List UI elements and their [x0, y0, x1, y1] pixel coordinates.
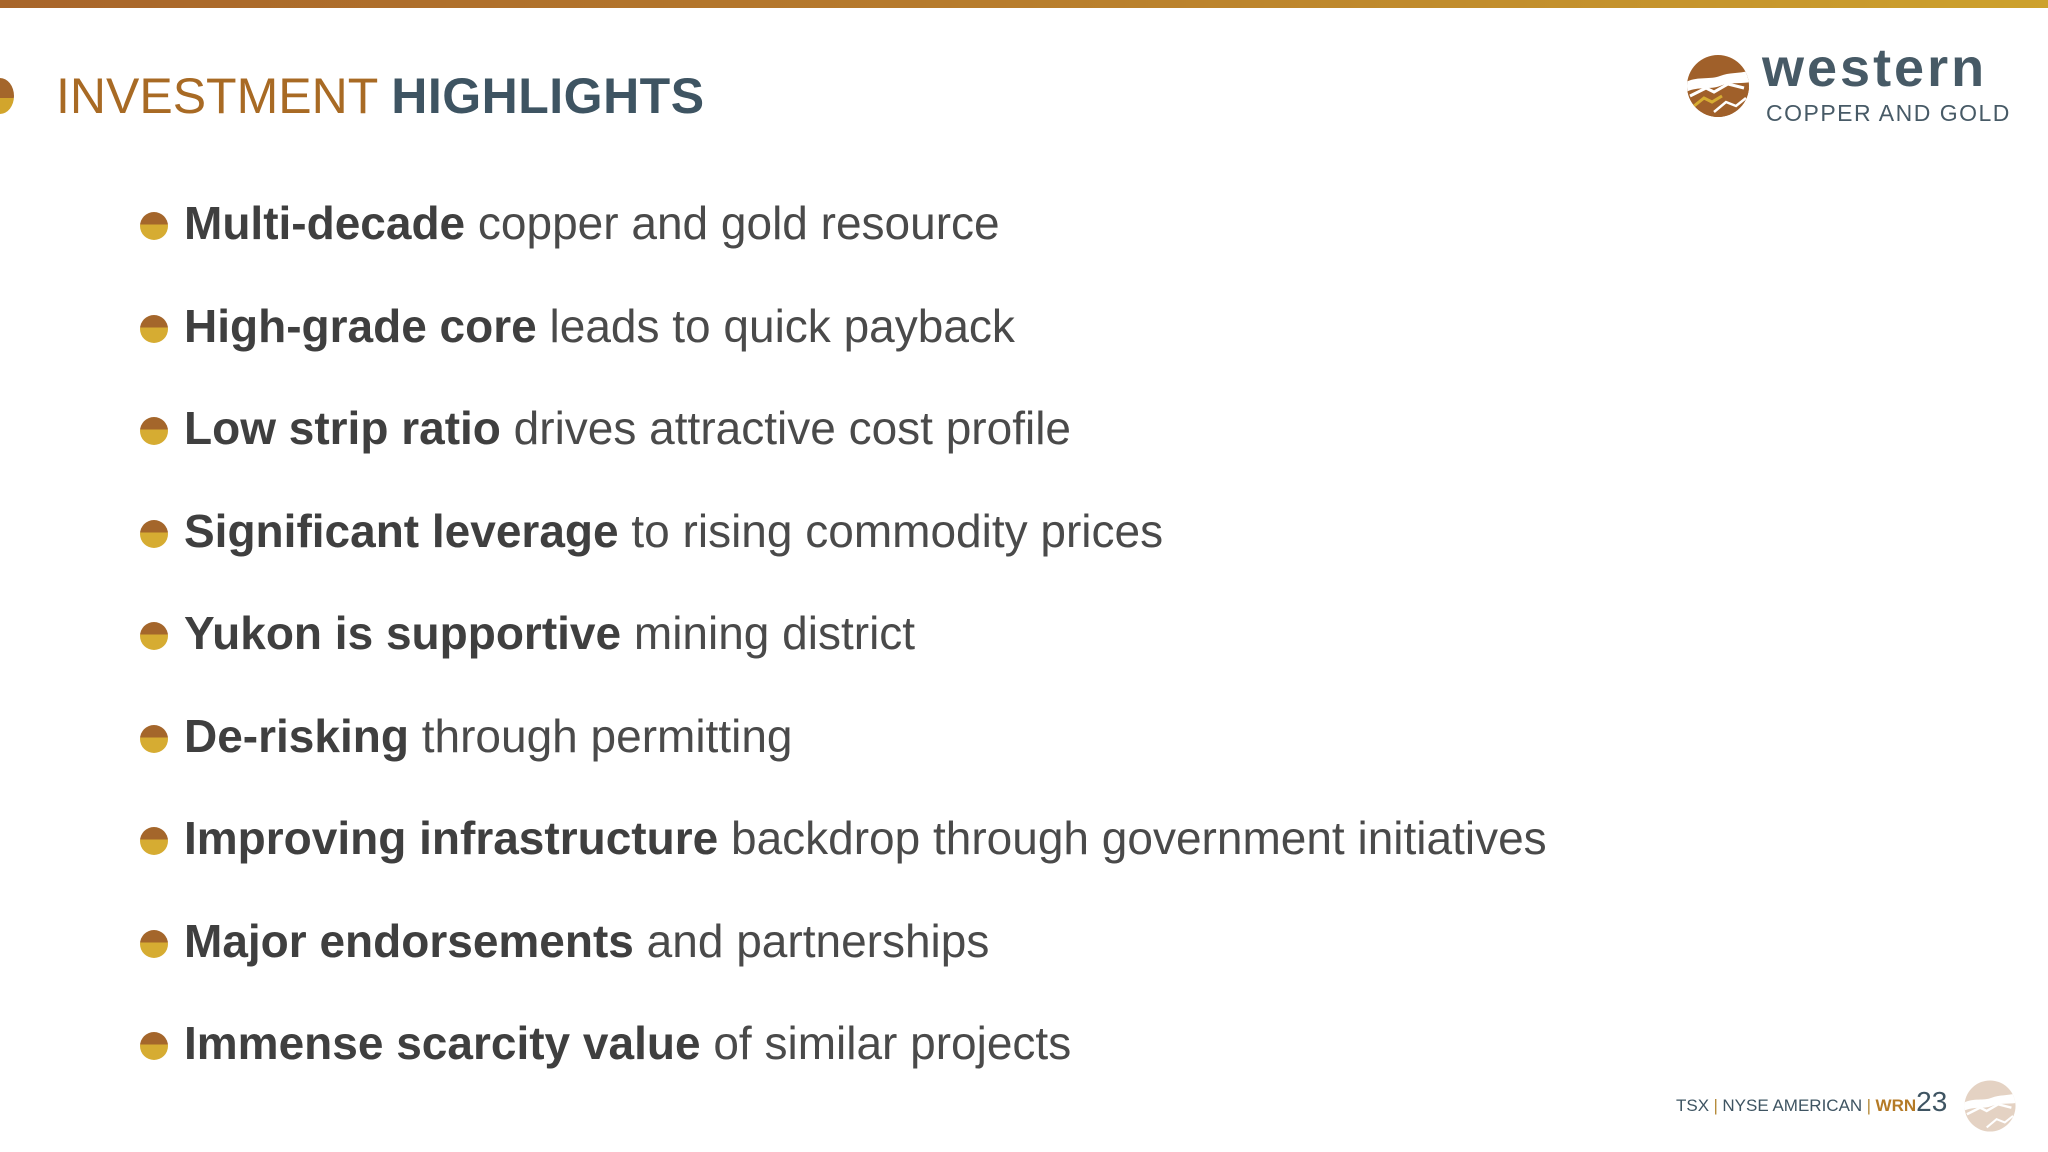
list-item-text: Major endorsements and partnerships: [184, 908, 989, 974]
logo-wordmark: western: [1762, 38, 1988, 98]
list-item-text: Immense scarcity value of similar projec…: [184, 1010, 1071, 1076]
list-item-rest: leads to quick payback: [536, 299, 1015, 352]
list-item-bold: Low strip ratio: [184, 402, 501, 454]
list-item-rest: drives attractive cost profile: [500, 402, 1072, 454]
list-item-rest: to rising commodity prices: [618, 504, 1164, 557]
western-logo-icon: [1687, 55, 1749, 117]
list-item-bold: Multi-decade: [184, 197, 466, 249]
list-item: Yukon is supportive mining district: [140, 600, 1547, 703]
list-item-text: Yukon is supportive mining district: [184, 600, 915, 666]
list-item-bold: Major endorsements: [184, 914, 634, 967]
list-item: De-risking through permitting: [140, 703, 1547, 806]
footer-separator: |: [1713, 1096, 1718, 1115]
list-item-text: Low strip ratio drives attractive cost p…: [184, 395, 1071, 461]
list-item-text: Significant leverage to rising commodity…: [184, 498, 1163, 564]
slide-title: INVESTMENT HIGHLIGHTS: [56, 66, 705, 126]
list-item-rest: copper and gold resource: [465, 197, 1000, 249]
list-item: Improving infrastructure backdrop throug…: [140, 805, 1547, 908]
list-item-text: De-risking through permitting: [184, 703, 793, 769]
list-item-rest: and partnerships: [633, 914, 990, 967]
list-item-rest: through permitting: [408, 709, 793, 762]
list-item: Immense scarcity value of similar projec…: [140, 1010, 1547, 1113]
list-item: Low strip ratio drives attractive cost p…: [140, 395, 1547, 498]
top-accent-bar: [0, 0, 2048, 8]
list-item-bold: Immense scarcity value: [184, 1017, 701, 1069]
highlights-list: Multi-decade copper and gold resource Hi…: [140, 190, 1547, 1113]
list-item-bold: De-risking: [184, 709, 409, 762]
list-item-rest: backdrop through government initiatives: [718, 812, 1547, 864]
bullet-disc-icon: [140, 212, 168, 240]
page-number: 23: [1916, 1086, 1948, 1117]
edge-disc-icon: [0, 78, 14, 114]
list-item-rest: mining district: [621, 607, 916, 659]
bullet-disc-icon: [140, 622, 168, 650]
bullet-disc-icon: [140, 929, 168, 958]
bullet-disc-icon: [140, 827, 168, 855]
list-item-text: High-grade core leads to quick payback: [184, 293, 1015, 359]
list-item: Multi-decade copper and gold resource: [140, 190, 1547, 293]
list-item-bold: Significant leverage: [184, 504, 619, 557]
title-part-highlights: HIGHLIGHTS: [391, 68, 705, 124]
bullet-disc-icon: [140, 1032, 168, 1060]
list-item-text: Multi-decade copper and gold resource: [184, 190, 1000, 256]
footer-separator: |: [1866, 1096, 1872, 1115]
footer-exchange-tsx: TSX: [1676, 1096, 1710, 1115]
company-logo: western COPPER AND GOLD: [1684, 38, 2014, 136]
list-item: Significant leverage to rising commodity…: [140, 498, 1547, 601]
title-part-investment: INVESTMENT: [56, 68, 378, 124]
list-item: High-grade core leads to quick payback: [140, 293, 1547, 396]
bullet-disc-icon: [140, 724, 168, 753]
list-item-text: Improving infrastructure backdrop throug…: [184, 805, 1547, 871]
list-item: Major endorsements and partnerships: [140, 908, 1547, 1011]
list-item-bold: High-grade core: [184, 299, 537, 352]
list-item-bold: Yukon is supportive: [184, 607, 622, 659]
list-item-rest: of similar projects: [700, 1017, 1072, 1069]
bullet-disc-icon: [140, 519, 168, 548]
slide-footer: TSX | NYSE AMERICAN | WRN23: [1676, 1086, 1947, 1126]
footer-exchange-nyse: NYSE AMERICAN: [1722, 1096, 1863, 1115]
list-item-bold: Improving infrastructure: [184, 812, 719, 864]
bullet-disc-icon: [140, 314, 168, 343]
footer-ticker: WRN: [1875, 1096, 1917, 1115]
footer-logo-icon: [1964, 1080, 2016, 1132]
logo-subtitle: COPPER AND GOLD: [1766, 100, 2011, 126]
bullet-disc-icon: [140, 417, 168, 445]
